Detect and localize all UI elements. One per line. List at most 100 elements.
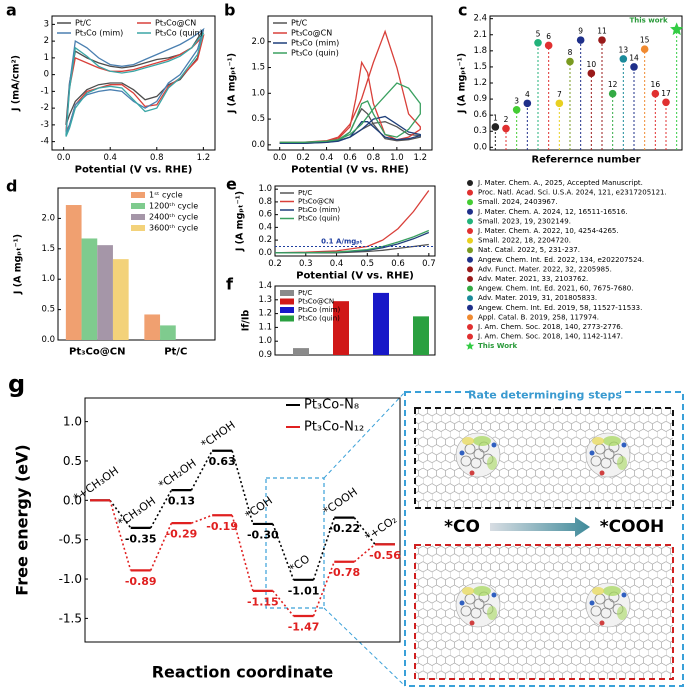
reference: J. Am. Chem. Soc. 2018, 140, 1142-1147. <box>477 333 623 341</box>
y-tick-label: -1 <box>41 86 49 96</box>
point <box>566 57 574 66</box>
connector <box>272 523 295 581</box>
legend-label: Pt₃Co (mim) <box>291 39 339 48</box>
y-tick-label: 1.3 <box>258 295 272 305</box>
step-label: *+CH₃OH <box>71 464 121 504</box>
legend-swatch <box>280 307 294 313</box>
reference: J. Mater. Chem. A., 2025, Accepted Manus… <box>477 179 643 187</box>
header-bg <box>470 388 620 402</box>
reference: J. Am. Chem. Soc. 2018, 140, 2773-2776. <box>477 323 623 331</box>
y-tick-label: 2.4 <box>473 14 487 24</box>
point-label: 13 <box>619 45 629 54</box>
legend-label: Pt/C <box>75 19 92 28</box>
line-series <box>279 115 421 144</box>
y-axis-label: J (mA/cm²) <box>11 55 22 112</box>
point <box>651 89 660 98</box>
x-tick-label: 0.0 <box>57 153 71 163</box>
point-label: 15 <box>640 36 650 45</box>
bar <box>65 205 82 340</box>
x-tick-label: 0.5 <box>361 259 375 269</box>
x-tick-label: 0.0 <box>273 153 287 163</box>
list-marker <box>467 189 473 196</box>
point-label: 4 <box>525 90 530 99</box>
panel-letter: d <box>6 177 17 196</box>
point <box>587 69 596 78</box>
bar <box>81 238 98 340</box>
x-tick-label: Pt₃Co@CN <box>69 347 125 358</box>
y-tick-label: 1.5 <box>251 63 265 73</box>
y-tick-label: 0 <box>44 70 49 80</box>
y-tick-label: 0.0 <box>251 140 265 150</box>
y-tick-label: 2.0 <box>41 213 55 223</box>
point-label: 1 <box>493 113 498 122</box>
legend-swatch <box>131 192 145 198</box>
y-tick-label: 1.0 <box>41 274 55 284</box>
value-label: -0.30 <box>247 528 279 541</box>
panel-letter: g <box>8 370 25 398</box>
reference: Adv. Mater. 2021, 33, 2103762. <box>478 275 588 283</box>
point-label: 17 <box>661 89 671 98</box>
point-label: 12 <box>608 80 618 89</box>
point <box>512 106 521 114</box>
y-tick-label: 2.0 <box>251 37 265 47</box>
legend-label: Pt₃Co (mim) <box>75 29 123 38</box>
y-axis-label: J (A mgₚₜ⁻¹) <box>235 191 246 252</box>
legend-label: Pt₃Co@CN <box>298 198 334 206</box>
reference: Angew. Chem. Int. Ed. 2021, 60, 7675-768… <box>478 285 633 293</box>
line-series <box>65 33 205 132</box>
legend-swatch <box>280 290 294 296</box>
list-marker <box>467 333 473 340</box>
legend-label: Pt₃Co-N₁₂ <box>304 420 364 435</box>
point <box>491 123 500 131</box>
x-axis-label: Reaction coordinate <box>152 663 334 682</box>
y-tick-label: 1.4 <box>258 281 272 291</box>
reference: J. Mater. Chem. A. 2024, 12, 16511-16516… <box>477 208 628 216</box>
list-marker <box>467 208 473 215</box>
line-series <box>279 82 421 143</box>
point-label: 11 <box>597 27 607 36</box>
legend-label: Pt₃Co@CN <box>298 298 334 306</box>
y-tick-label: 0.9 <box>473 94 487 104</box>
list-marker <box>467 218 473 225</box>
x-tick-label: 0.8 <box>367 153 381 163</box>
line-series <box>65 27 205 136</box>
reference: Small. 2024, 2403967. <box>478 198 558 206</box>
step-label: *COOH <box>321 485 360 518</box>
arrow <box>490 517 590 537</box>
value-label: -0.89 <box>125 575 157 588</box>
reference: J. Mater. Chem. A. 2022, 10, 4254-4265. <box>477 227 619 235</box>
plot-frame <box>274 285 436 356</box>
y-axis-label: If/Ib <box>241 310 252 332</box>
x-tick-label: 1.2 <box>197 153 211 163</box>
y-tick-label: 1.5 <box>41 244 55 254</box>
x-tick-label: 0.4 <box>103 153 117 163</box>
value-label: -0.35 <box>125 532 157 545</box>
value-label: -0.29 <box>166 528 198 541</box>
reference: Angew. Chem. Int. Ed. 2022, 134, e202207… <box>478 256 644 264</box>
connector <box>190 450 213 491</box>
reference: Adv. Mater. 2019, 31, 201805833. <box>478 294 597 302</box>
structure <box>585 432 631 478</box>
y-tick-label: 0.9 <box>258 350 272 360</box>
y-tick-label: 0.4 <box>258 222 272 232</box>
y-tick-label: -2 <box>41 103 49 113</box>
point <box>534 39 542 47</box>
bar <box>144 314 161 340</box>
reference: Angew. Chem. Int. Ed. 2019, 58, 11527-11… <box>478 304 642 312</box>
line-series <box>275 229 430 254</box>
x-tick-label: 1.2 <box>414 153 428 163</box>
point-label: 3 <box>514 96 519 105</box>
y-tick-label: 0.6 <box>473 110 487 120</box>
value-label: -0.19 <box>206 520 238 533</box>
y-axis-label: J (A mgₚₜ⁻¹) <box>457 53 468 114</box>
point-label: 6 <box>546 32 551 41</box>
y-tick-label: 1.5 <box>473 62 487 72</box>
state-label: *CO <box>444 517 480 537</box>
list-marker <box>467 324 473 330</box>
list-marker <box>465 341 475 350</box>
bar <box>97 245 113 340</box>
y-tick-label: 0.0 <box>63 493 82 507</box>
value-label: -0.22 <box>328 522 360 535</box>
